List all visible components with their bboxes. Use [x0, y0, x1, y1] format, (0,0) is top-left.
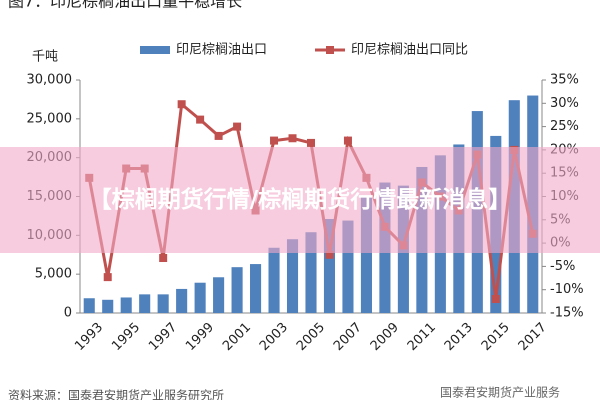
y-tick-label: 30,000: [27, 73, 73, 88]
marker: [103, 273, 112, 282]
bar: [102, 299, 114, 313]
legend-swatch: [140, 46, 170, 54]
y2-tick-label: 25%: [550, 119, 579, 134]
bar: [323, 219, 336, 313]
bar: [83, 298, 95, 313]
x-tick-label: 2017: [516, 320, 550, 354]
bar: [213, 277, 225, 313]
x-tick-label: 2005: [294, 320, 328, 354]
bar: [250, 264, 262, 313]
marker: [233, 122, 242, 131]
marker: [270, 136, 279, 145]
y2-tick-label: -5%: [550, 259, 575, 274]
bar: [157, 294, 169, 313]
legend-label: 印尼棕榈油出口: [176, 43, 267, 58]
chart-title: 图7：印尼棕榈油出口量平稳增长: [8, 0, 242, 11]
banner: 【棕榈期货行情/棕榈期货行情最新消息】: [0, 147, 600, 253]
x-tick-label: 1993: [72, 320, 106, 354]
x-tick-label: 1997: [146, 320, 180, 354]
y-tick-label: 5,000: [35, 267, 72, 282]
marker: [177, 100, 186, 109]
x-tick-label: 2009: [368, 320, 402, 354]
bar: [286, 239, 299, 313]
bar: [176, 288, 188, 313]
marker: [307, 138, 315, 147]
marker: [196, 115, 205, 124]
x-tick-label: 2013: [442, 320, 476, 354]
bar: [268, 247, 280, 313]
marker: [491, 295, 500, 304]
y-tick-label: 0: [64, 306, 72, 321]
legend-label: 印尼棕榈油出口同比: [351, 43, 468, 58]
bar: [360, 196, 372, 313]
watermark: 国泰君安期货产业服务: [440, 385, 560, 400]
marker: [288, 134, 297, 143]
legend-swatch: [326, 46, 334, 54]
y2-tick-label: -10%: [550, 282, 584, 297]
x-tick-label: 2001: [220, 320, 254, 354]
x-tick-label: 1999: [183, 320, 217, 354]
bar: [305, 232, 317, 313]
bar: [120, 297, 132, 313]
x-tick-label: 2015: [479, 320, 513, 354]
marker: [214, 131, 223, 140]
x-tick-label: 2003: [257, 320, 291, 354]
y2-tick-label: 30%: [550, 96, 579, 111]
x-tick-label: 2007: [331, 320, 365, 354]
bar: [342, 220, 354, 313]
x-tick-label: 1995: [109, 320, 143, 354]
y2-tick-label: 35%: [550, 73, 579, 88]
y-tick-label: 25,000: [27, 111, 73, 126]
source: 资料来源：国泰君安期货产业服务研究所: [8, 388, 224, 400]
marker: [159, 254, 168, 263]
y-unit: 千吨: [32, 50, 58, 65]
marker: [343, 136, 352, 145]
bar: [139, 294, 151, 313]
x-tick-label: 2011: [405, 320, 439, 354]
marker: [325, 250, 334, 259]
y2-tick-label: -15%: [550, 306, 584, 321]
bar: [194, 282, 206, 313]
bar: [231, 267, 243, 313]
